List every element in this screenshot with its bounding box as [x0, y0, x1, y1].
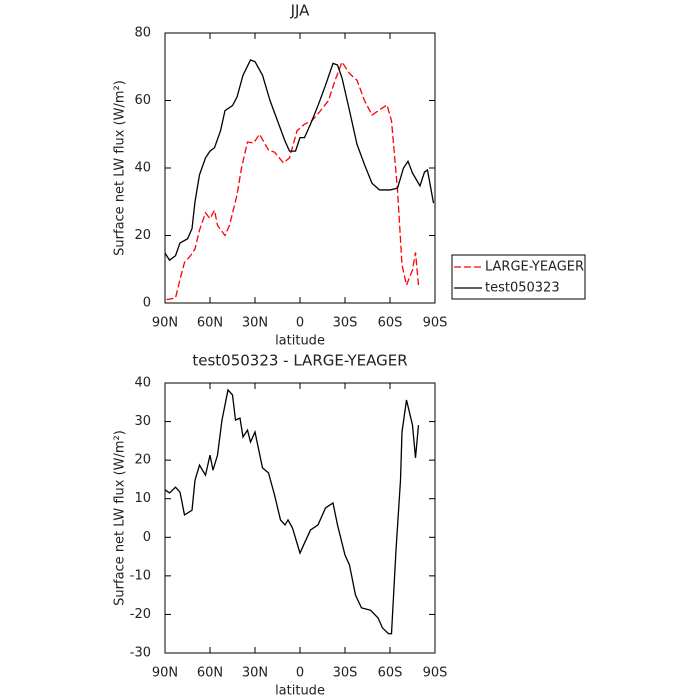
- y-tick-label: 20: [134, 228, 151, 243]
- y-tick-label: 40: [134, 376, 151, 391]
- data-line: [164, 59, 435, 262]
- chart-title: JJA: [290, 2, 311, 20]
- y-tick-label: 0: [143, 530, 151, 545]
- data-line: [164, 388, 420, 635]
- x-tick-label: 60S: [378, 316, 403, 331]
- x-tick-label: 30N: [242, 666, 268, 681]
- y-tick-label: -10: [130, 568, 151, 583]
- legend-label: test050323: [485, 281, 560, 296]
- y-tick-label: 30: [134, 414, 151, 429]
- x-tick-label: 90N: [152, 666, 178, 681]
- x-tick-label: 30S: [333, 666, 358, 681]
- y-tick-label: 40: [134, 161, 151, 176]
- x-tick-label: 90S: [423, 666, 448, 681]
- y-axis-label: Surface net LW flux (W/m²): [113, 430, 128, 606]
- x-tick-label: 0: [296, 316, 304, 331]
- x-tick-label: 60N: [197, 666, 223, 681]
- legend-label: LARGE-YEAGER: [485, 260, 584, 275]
- y-axis-label: Surface net LW flux (W/m²): [113, 80, 128, 256]
- y-tick-label: 10: [134, 491, 151, 506]
- x-tick-label: 90N: [152, 316, 178, 331]
- data-line: [166, 60, 420, 301]
- x-axis-label: latitude: [275, 684, 325, 699]
- y-tick-label: 20: [134, 453, 151, 468]
- x-tick-label: 60S: [378, 666, 403, 681]
- chart-title: test050323 - LARGE-YEAGER: [192, 352, 407, 370]
- plot-frame: [164, 32, 436, 304]
- x-tick-label: 30S: [333, 316, 358, 331]
- legend-box: [451, 254, 586, 300]
- x-tick-label: 30N: [242, 316, 268, 331]
- y-tick-label: 0: [143, 296, 151, 311]
- plot-frame: [164, 382, 436, 654]
- x-axis-label: latitude: [275, 334, 325, 349]
- x-tick-label: 0: [296, 666, 304, 681]
- y-tick-label: -20: [130, 607, 151, 622]
- y-tick-label: 60: [134, 93, 151, 108]
- x-tick-label: 90S: [423, 316, 448, 331]
- x-tick-label: 60N: [197, 316, 223, 331]
- y-tick-label: -30: [130, 646, 151, 661]
- y-tick-label: 80: [134, 26, 151, 41]
